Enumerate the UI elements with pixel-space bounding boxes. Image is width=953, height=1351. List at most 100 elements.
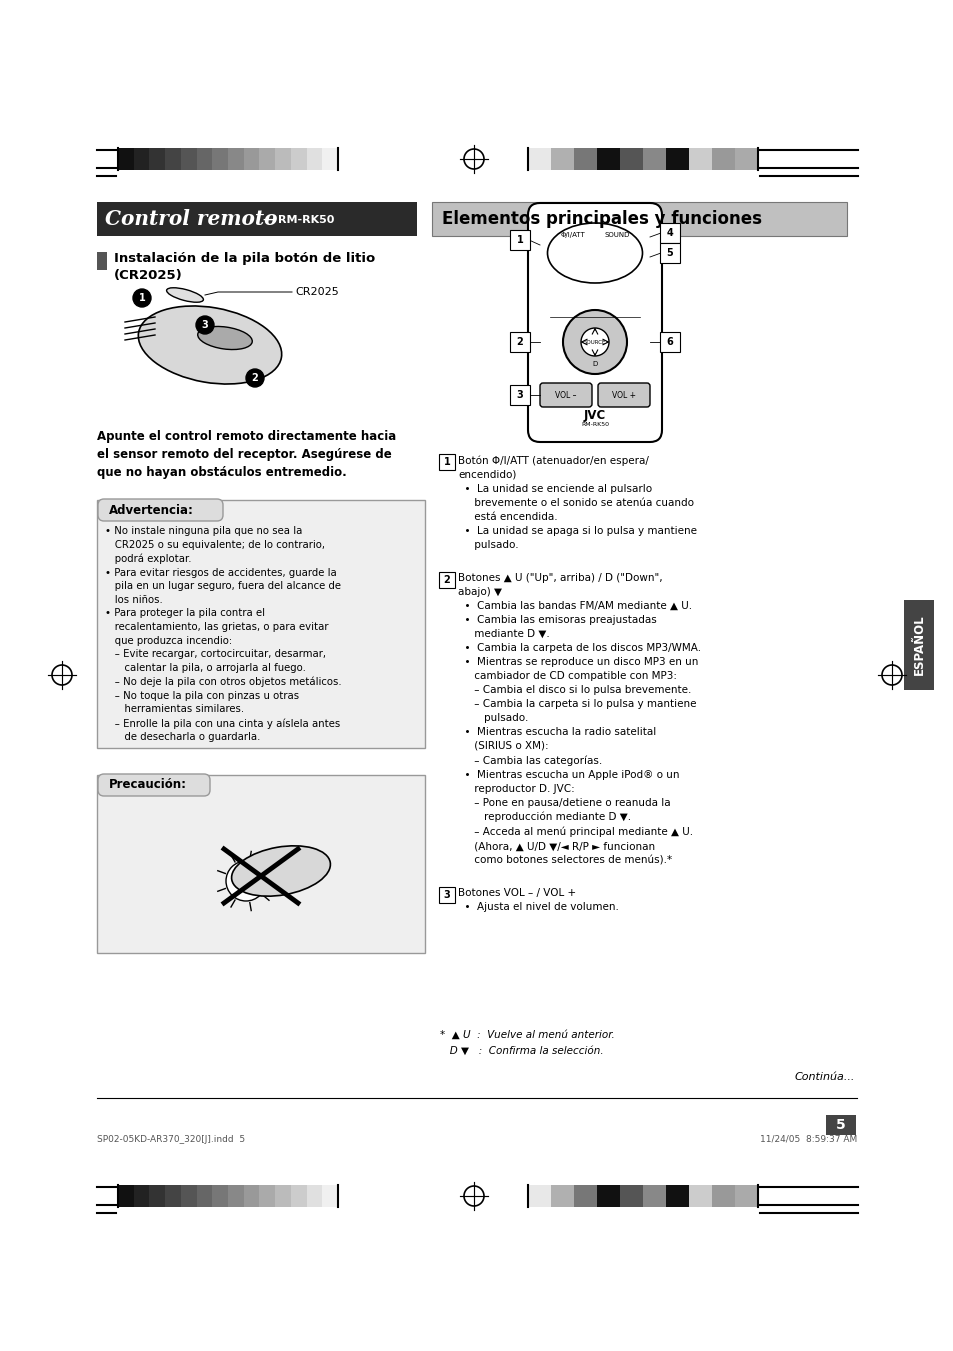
Text: 1: 1 (138, 293, 145, 303)
FancyBboxPatch shape (98, 499, 223, 521)
Bar (711, 149, 735, 170)
Bar (97, 203, 416, 236)
Bar (574, 1185, 597, 1206)
Text: JVC: JVC (583, 408, 605, 422)
Bar (213, 1185, 229, 1206)
Text: Continúa...: Continúa... (794, 1071, 854, 1082)
Bar (711, 1185, 735, 1206)
Text: ESPAÑOL: ESPAÑOL (911, 615, 924, 676)
Text: 3: 3 (443, 890, 450, 900)
FancyBboxPatch shape (527, 203, 661, 442)
Bar (97, 500, 424, 748)
Bar (133, 1185, 150, 1206)
Text: SP02-05KD-AR370_320[J].indd  5: SP02-05KD-AR370_320[J].indd 5 (97, 1135, 245, 1144)
Text: 3: 3 (201, 320, 208, 330)
Bar (642, 1185, 666, 1206)
Text: Botones ▲ U ("Up", arriba) / D ("Down",
abajo) ▼
  •  Cambia las bandas FM/AM me: Botones ▲ U ("Up", arriba) / D ("Down", … (457, 573, 700, 865)
FancyBboxPatch shape (659, 243, 679, 263)
Text: SOUND: SOUND (603, 232, 629, 238)
FancyBboxPatch shape (438, 888, 455, 902)
Bar (118, 149, 134, 170)
Text: • No instale ninguna pila que no sea la
   CR2025 o su equivalente; de lo contra: • No instale ninguna pila que no sea la … (105, 526, 341, 742)
Bar (243, 149, 259, 170)
Bar (665, 149, 689, 170)
Bar (150, 149, 166, 170)
Circle shape (562, 309, 626, 374)
FancyBboxPatch shape (510, 385, 530, 405)
Ellipse shape (138, 305, 281, 384)
Text: 5: 5 (666, 249, 673, 258)
Bar (228, 1185, 244, 1206)
Bar (734, 149, 758, 170)
Bar (118, 1185, 134, 1206)
Bar (196, 1185, 213, 1206)
Bar (274, 1185, 291, 1206)
FancyBboxPatch shape (659, 332, 679, 353)
Bar (228, 149, 244, 170)
FancyBboxPatch shape (510, 230, 530, 250)
Circle shape (580, 328, 608, 357)
Text: Instalación de la pila botón de litio
(CR2025): Instalación de la pila botón de litio (C… (113, 253, 375, 282)
Text: 2: 2 (443, 576, 450, 585)
Bar (213, 149, 229, 170)
Text: — RM-RK50: — RM-RK50 (263, 215, 334, 226)
Ellipse shape (547, 223, 641, 282)
Text: 6: 6 (666, 336, 673, 347)
Circle shape (246, 369, 264, 386)
FancyBboxPatch shape (438, 454, 455, 470)
Text: 5: 5 (835, 1119, 845, 1132)
FancyBboxPatch shape (510, 332, 530, 353)
Ellipse shape (167, 288, 203, 303)
Text: 3: 3 (517, 390, 523, 400)
Bar (274, 149, 291, 170)
Text: VOL –: VOL – (555, 390, 577, 400)
Bar (619, 1185, 643, 1206)
Bar (903, 600, 933, 690)
Text: Precaución:: Precaución: (109, 778, 187, 792)
Text: RM-RK50: RM-RK50 (580, 423, 608, 427)
Bar (150, 1185, 166, 1206)
Bar (825, 1115, 855, 1135)
Bar (551, 149, 574, 170)
Bar (527, 1185, 551, 1206)
Text: 2: 2 (252, 373, 258, 382)
FancyBboxPatch shape (659, 223, 679, 243)
FancyBboxPatch shape (98, 774, 210, 796)
Text: 2: 2 (517, 336, 523, 347)
Bar (306, 149, 322, 170)
Text: Apunte el control remoto directamente hacia
el sensor remoto del receptor. Asegú: Apunte el control remoto directamente ha… (97, 430, 395, 480)
Text: 4: 4 (666, 228, 673, 238)
Bar (196, 149, 213, 170)
Text: *  ▲ U  :  Vuelve al menú anterior.
   D ▼   :  Confirma la selección.: * ▲ U : Vuelve al menú anterior. D ▼ : C… (439, 1029, 614, 1055)
Bar (97, 253, 107, 270)
Bar (432, 203, 846, 236)
FancyBboxPatch shape (598, 382, 649, 407)
Text: Botones VOL – / VOL +
  •  Ajusta el nivel de volumen.: Botones VOL – / VOL + • Ajusta el nivel … (457, 888, 618, 912)
Bar (259, 149, 275, 170)
Ellipse shape (197, 327, 252, 350)
Bar (322, 149, 338, 170)
Bar (665, 1185, 689, 1206)
Bar (597, 149, 619, 170)
Bar (133, 149, 150, 170)
Bar (165, 149, 181, 170)
Text: VOL +: VOL + (612, 390, 636, 400)
Bar (688, 1185, 712, 1206)
Text: Elementos principales y funciones: Elementos principales y funciones (441, 209, 761, 228)
Circle shape (132, 289, 151, 307)
Bar (597, 1185, 619, 1206)
Text: CR2025: CR2025 (294, 286, 338, 297)
Bar (688, 149, 712, 170)
Bar (734, 1185, 758, 1206)
Bar (527, 149, 551, 170)
Bar (574, 149, 597, 170)
FancyBboxPatch shape (539, 382, 592, 407)
Bar (291, 1185, 307, 1206)
Bar (619, 149, 643, 170)
Text: Botón Φ/I/ATT (atenuador/en espera/
encendido)
  •  La unidad se enciende al pul: Botón Φ/I/ATT (atenuador/en espera/ ence… (457, 455, 697, 550)
Bar (165, 1185, 181, 1206)
Bar (322, 1185, 338, 1206)
Text: 11/24/05  8:59:37 AM: 11/24/05 8:59:37 AM (759, 1135, 856, 1144)
Text: Advertencia:: Advertencia: (109, 504, 193, 516)
Text: 1: 1 (517, 235, 523, 245)
